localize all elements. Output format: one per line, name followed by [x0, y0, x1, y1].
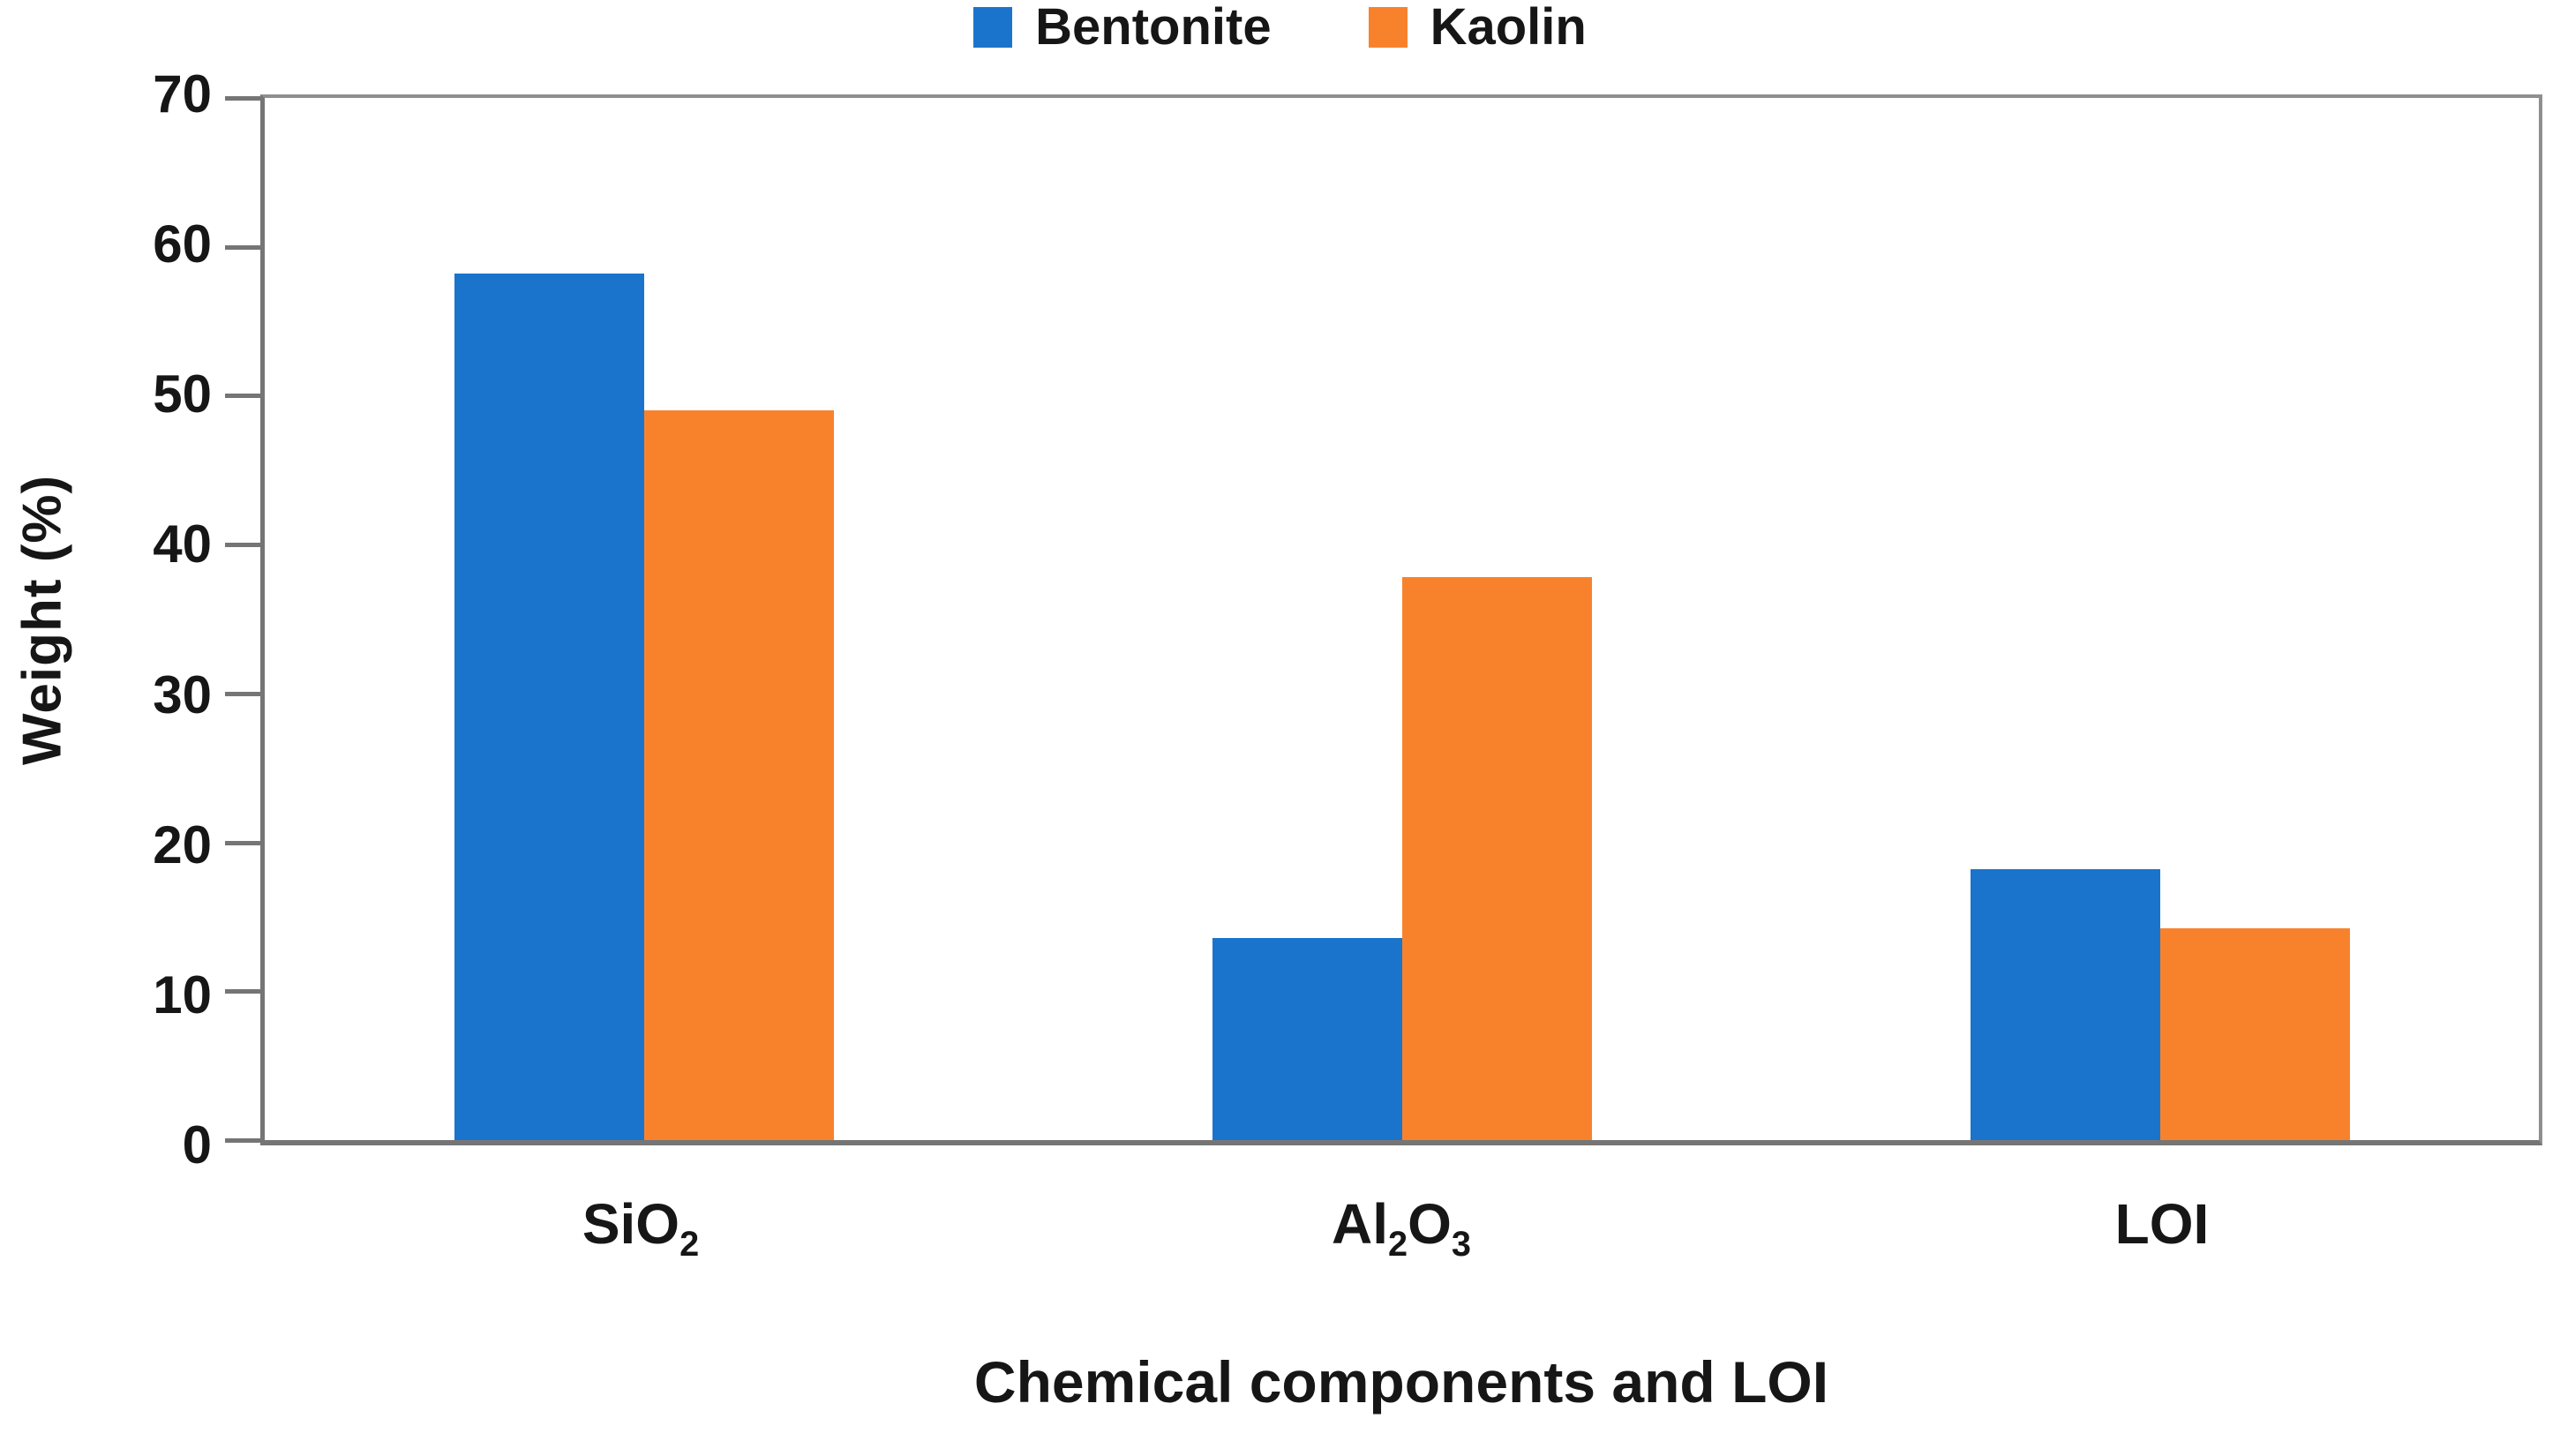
category-label-loi: LOI: [2114, 1192, 2210, 1256]
bar-group-al2o3: [1023, 98, 1781, 1140]
y-tick-mark: [225, 244, 260, 250]
x-axis-title: Chemical components and LOI: [973, 1349, 1829, 1415]
y-tick-mark: [225, 394, 260, 399]
bar-bentonite-loi: [1970, 868, 2160, 1140]
y-axis-title: Weight (%): [11, 474, 73, 766]
category-label-al2o3: Al2O3: [1332, 1192, 1471, 1264]
bar-kaolin-al2o3: [1401, 577, 1592, 1140]
bar-kaolin-sio2: [643, 410, 834, 1140]
bar-bentonite-al2o3: [1212, 937, 1402, 1140]
legend: Bentonite Kaolin: [0, 2, 2560, 53]
x-category-labels: SiO2 Al2O3 LOI: [260, 1193, 2542, 1264]
y-axis-tick-labels: 0 10 20 30 40 50 60 70: [79, 68, 212, 1172]
bar-kaolin-loi: [2159, 928, 2350, 1140]
bar-group-loi: [1781, 98, 2539, 1140]
legend-label: Kaolin: [1430, 0, 1587, 56]
y-tick-label: 0: [182, 1115, 212, 1175]
y-tick-mark: [225, 989, 260, 994]
y-tick-mark: [225, 840, 260, 845]
bar-groups: [265, 98, 2539, 1140]
legend-swatch-kaolin: [1368, 7, 1408, 48]
bar-group-sio2: [265, 98, 1023, 1140]
y-tick-label: 30: [153, 664, 212, 724]
plot-area: [225, 94, 2542, 1145]
y-tick-label: 20: [153, 814, 212, 874]
legend-item-bentonite: Bentonite: [973, 0, 1272, 56]
y-tick-label: 70: [153, 64, 212, 124]
legend-swatch-bentonite: [973, 7, 1013, 48]
y-tick-label: 60: [153, 214, 212, 274]
legend-item-kaolin: Kaolin: [1368, 0, 1587, 56]
y-tick-mark: [225, 691, 260, 696]
y-tick-mark: [225, 1138, 260, 1143]
bar-bentonite-sio2: [454, 274, 644, 1140]
y-tick-mark: [225, 96, 260, 101]
y-tick-label: 40: [153, 514, 212, 574]
y-tick-label: 10: [153, 964, 212, 1024]
category-label-sio2: SiO2: [582, 1192, 700, 1264]
y-tick-mark: [225, 543, 260, 548]
y-tick-label: 50: [153, 364, 212, 424]
legend-label: Bentonite: [1035, 0, 1272, 56]
